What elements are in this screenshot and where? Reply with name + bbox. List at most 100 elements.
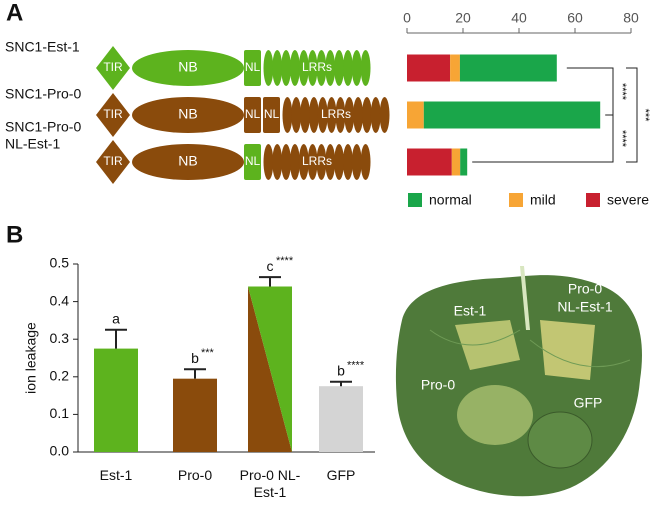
significance-bracket — [472, 114, 614, 163]
error-bar — [330, 380, 352, 387]
nb-domain — [132, 97, 244, 133]
lrr-repeat — [272, 50, 283, 86]
bar — [319, 386, 363, 452]
lrr-repeat — [307, 50, 318, 86]
panel-letter: A — [6, 0, 23, 26]
significance-letter: a — [112, 311, 120, 327]
lrr-repeat — [353, 97, 364, 133]
lrr-repeat — [334, 50, 345, 86]
significance-label: **** — [616, 130, 628, 148]
bar-segment — [450, 54, 460, 82]
legend-label: mild — [530, 192, 556, 208]
domain-label: LRRs — [302, 154, 332, 168]
lrr-repeat — [360, 144, 371, 180]
legend-swatch — [408, 193, 422, 207]
photo-label: NL-Est-1 — [557, 299, 612, 315]
lrr-repeat — [351, 144, 362, 180]
bar-segment — [451, 148, 461, 176]
leaf-photo — [392, 262, 646, 497]
panel-letter: B — [6, 221, 23, 248]
y-tick-label: 0.0 — [50, 443, 70, 459]
bar — [248, 286, 292, 452]
legend-label: normal — [429, 192, 472, 208]
significance-bracket — [566, 67, 614, 116]
domain-label: TIR — [103, 154, 123, 168]
construct-label: SNC1-Est-1 — [5, 39, 80, 55]
significance-letter: b — [191, 350, 199, 366]
significance-letter: b — [337, 362, 345, 378]
nb-domain — [132, 144, 244, 180]
x-tick-label: 40 — [511, 10, 527, 26]
bar-segment — [407, 101, 424, 129]
nl-domain — [263, 97, 280, 133]
lrr-repeat — [316, 50, 327, 86]
x-tick-label: 60 — [567, 10, 583, 26]
bar — [173, 378, 217, 452]
lrr-repeat — [298, 50, 309, 86]
tir-domain — [96, 46, 130, 90]
domain-label: NB — [178, 59, 197, 75]
x-tick-label: Pro-0 — [177, 467, 213, 483]
error-bar — [184, 368, 206, 379]
photo-label: GFP — [574, 395, 603, 411]
significance-stars: *** — [201, 347, 215, 359]
domain-label: NB — [178, 106, 197, 122]
lrr-repeat — [300, 97, 311, 133]
construct-label: SNC1-Pro-0 — [5, 119, 81, 135]
lrr-repeat — [334, 144, 345, 180]
lrr-repeat — [281, 50, 292, 86]
y-tick-label: 0.4 — [50, 292, 70, 308]
tir-domain — [96, 93, 130, 137]
legend-label: severe — [607, 192, 649, 208]
nl-domain — [244, 144, 261, 180]
lrr-repeat — [343, 50, 353, 86]
lrr-repeat — [351, 50, 362, 86]
lrr-repeat — [316, 144, 327, 180]
lrr-repeat — [272, 144, 283, 180]
legend-swatch — [509, 193, 523, 207]
x-tick-label: GFP — [326, 467, 356, 483]
domain-label: NL — [264, 107, 280, 121]
domain-label: LRRs — [302, 60, 332, 74]
nl-domain — [244, 97, 261, 133]
significance-label: *** — [639, 109, 650, 123]
x-tick-label: 0 — [403, 10, 411, 26]
domain-label: NL — [245, 107, 261, 121]
lrr-repeat — [362, 97, 372, 133]
domain-label: TIR — [103, 107, 123, 121]
photo-label: Est-1 — [454, 303, 487, 319]
x-tick-label: Est-1 — [99, 467, 133, 483]
photo-label: Pro-0 — [421, 377, 455, 393]
significance-stars: **** — [347, 360, 365, 372]
nb-domain — [132, 50, 244, 86]
construct-label: SNC1-Pro-0 — [5, 86, 81, 102]
y-tick-label: 0.1 — [50, 405, 70, 421]
bar-segment — [407, 148, 452, 176]
lrr-repeat — [360, 50, 371, 86]
domain-label: TIR — [103, 60, 123, 74]
lrr-repeat — [291, 97, 302, 133]
lrr-repeat — [290, 144, 300, 180]
lrr-repeat — [281, 144, 292, 180]
bar-segment — [460, 148, 468, 176]
x-tick-label: 20 — [455, 10, 471, 26]
lrr-repeat — [325, 50, 336, 86]
y-tick-label: 0.5 — [50, 255, 70, 271]
y-tick-label: 0.3 — [50, 330, 70, 346]
photo-label: Pro-0 — [568, 281, 602, 297]
nl-domain — [244, 50, 261, 86]
significance-letter: c — [267, 258, 274, 274]
significance-label: **** — [616, 83, 628, 101]
lrr-repeat — [298, 144, 309, 180]
lrr-repeat — [344, 97, 355, 133]
x-tick-label: Pro-0 NL-Est-1 — [239, 467, 301, 500]
domain-label: NL — [245, 154, 261, 168]
bar — [94, 348, 138, 452]
domain-label: NB — [178, 153, 197, 169]
significance-stars: **** — [276, 255, 294, 267]
lrr-repeat — [317, 97, 328, 133]
error-bar — [105, 328, 127, 349]
y-tick-label: 0.2 — [50, 368, 70, 384]
